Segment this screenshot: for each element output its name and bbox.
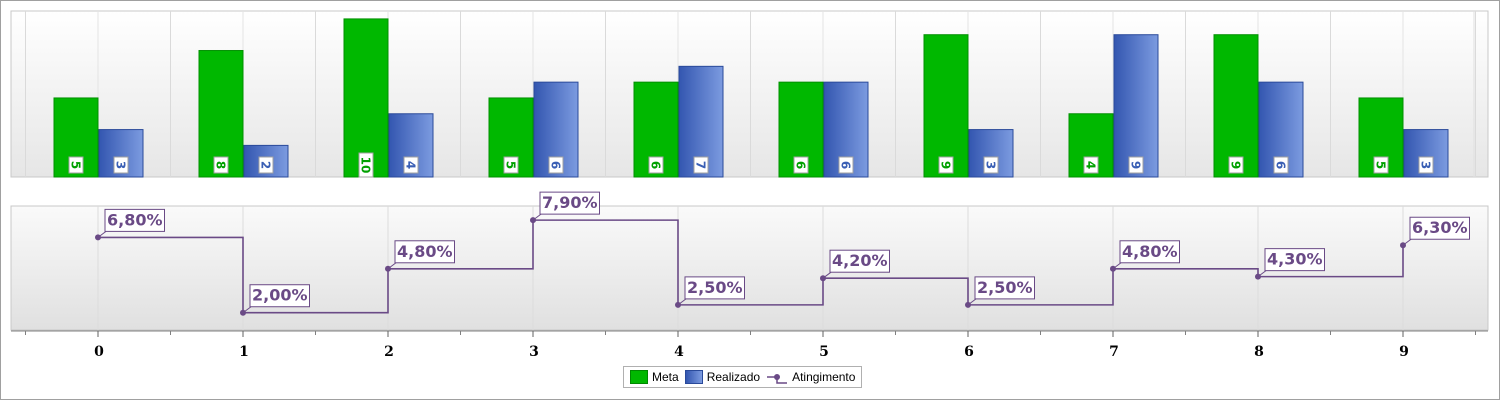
svg-text:3: 3: [984, 161, 998, 169]
atingimento-label-0: 6,80%: [97, 208, 165, 238]
atingimento-label-5: 4,20%: [822, 249, 890, 279]
x-tick-label-6: 6: [964, 344, 974, 360]
svg-text:4,30%: 4,30%: [1267, 250, 1323, 269]
bar-value-label: 4: [403, 156, 419, 174]
legend: Meta Realizado Atingimento: [623, 366, 863, 388]
svg-text:4: 4: [1084, 161, 1098, 169]
svg-text:5: 5: [504, 161, 518, 169]
svg-text:6: 6: [549, 161, 563, 169]
atingimento-label-8: 4,30%: [1257, 248, 1325, 278]
svg-text:4: 4: [404, 161, 418, 169]
svg-text:6: 6: [839, 161, 853, 169]
bar-value-label: 5: [503, 156, 519, 174]
bar-value-label: 3: [983, 156, 999, 174]
legend-item-meta: Meta: [630, 370, 679, 384]
bar-meta-1: [198, 50, 244, 178]
bar-value-label: 10: [358, 152, 374, 178]
bar-value-label: 5: [1373, 156, 1389, 174]
svg-text:9: 9: [939, 161, 953, 169]
atingimento-label-7: 4,80%: [1112, 240, 1180, 270]
x-tick-label-4: 4: [674, 344, 684, 360]
x-tick-label-8: 8: [1254, 344, 1264, 360]
bar-meta-2: [343, 18, 389, 178]
svg-text:2,00%: 2,00%: [252, 286, 308, 305]
x-tick-label-3: 3: [529, 344, 539, 360]
svg-text:4,80%: 4,80%: [397, 242, 453, 261]
atingimento-label-1: 2,00%: [242, 284, 310, 314]
bar-realizado-7: [1113, 34, 1159, 178]
svg-text:5: 5: [69, 161, 83, 169]
x-tick-label-9: 9: [1399, 344, 1409, 360]
legend-line-atingimento: [766, 370, 788, 384]
bar-value-label: 9: [938, 156, 954, 174]
svg-text:2,50%: 2,50%: [687, 278, 743, 297]
bar-value-label: 4: [1083, 156, 1099, 174]
legend-swatch-realizado: [684, 370, 703, 384]
bar-value-label: 9: [1228, 156, 1244, 174]
bar-meta-8: [1213, 34, 1259, 178]
svg-text:6,30%: 6,30%: [1412, 218, 1468, 237]
bar-value-label: 3: [1418, 156, 1434, 174]
bar-chart-panel: 5 3 8 2 10 4 5 6 6 7 6 6 9 3 4 9 9 6 5 3: [10, 10, 1489, 178]
atingimento-label-9: 6,30%: [1402, 216, 1470, 246]
x-tick-label-1: 1: [239, 344, 249, 360]
atingimento-label-6: 2,50%: [967, 276, 1035, 306]
bar-meta-6: [923, 34, 969, 178]
legend-swatch-meta: [630, 370, 648, 384]
svg-text:3: 3: [114, 161, 128, 169]
svg-text:2: 2: [259, 161, 273, 169]
x-axis: 0 1 2 3 4 5 6 7 8 9: [11, 330, 1488, 360]
legend-label-meta: Meta: [652, 370, 679, 384]
svg-text:4,80%: 4,80%: [1122, 242, 1178, 261]
svg-text:8: 8: [214, 161, 228, 169]
svg-text:7,90%: 7,90%: [542, 193, 598, 212]
bar-value-label: 6: [648, 156, 664, 174]
svg-text:6,80%: 6,80%: [107, 210, 163, 229]
bar-value-label: 7: [693, 156, 709, 174]
x-tick-label-2: 2: [384, 344, 394, 360]
bar-value-label: 8: [213, 156, 229, 174]
svg-text:9: 9: [1229, 161, 1243, 169]
x-tick-label-0: 0: [94, 344, 104, 360]
bar-value-label: 6: [793, 156, 809, 174]
svg-text:10: 10: [359, 157, 373, 174]
bar-value-label: 6: [548, 156, 564, 174]
bar-value-label: 9: [1128, 156, 1144, 174]
atingimento-step-line: [98, 219, 1404, 314]
x-tick-label-5: 5: [819, 344, 829, 360]
x-tick-label-7: 7: [1109, 344, 1119, 360]
bar-value-label: 5: [68, 156, 84, 174]
legend-label-realizado: Realizado: [706, 370, 761, 384]
bar-value-label: 6: [1273, 156, 1289, 174]
legend-item-realizado: Realizado: [684, 370, 761, 384]
step-line-panel: 6,80% 2,00% 4,80% 7,90% 2,50% 4,20% 2,50% 4,80%…: [10, 191, 1489, 331]
svg-text:7: 7: [694, 161, 708, 169]
atingimento-label-3: 7,90%: [532, 191, 600, 221]
svg-text:4,20%: 4,20%: [832, 251, 888, 270]
svg-text:6: 6: [649, 161, 663, 169]
atingimento-label-2: 4,80%: [387, 240, 455, 270]
legend-item-atingimento: Atingimento: [766, 370, 855, 384]
svg-text:6: 6: [1274, 161, 1288, 169]
svg-text:2,50%: 2,50%: [977, 278, 1033, 297]
svg-text:3: 3: [1419, 161, 1433, 169]
bar-value-label: 2: [258, 156, 274, 174]
svg-text:6: 6: [794, 161, 808, 169]
legend-label-atingimento: Atingimento: [792, 370, 856, 384]
bar-value-label: 3: [113, 156, 129, 174]
atingimento-label-4: 2,50%: [677, 276, 745, 306]
svg-text:9: 9: [1129, 161, 1143, 169]
bar-value-label: 6: [838, 156, 854, 174]
svg-text:5: 5: [1374, 161, 1388, 169]
